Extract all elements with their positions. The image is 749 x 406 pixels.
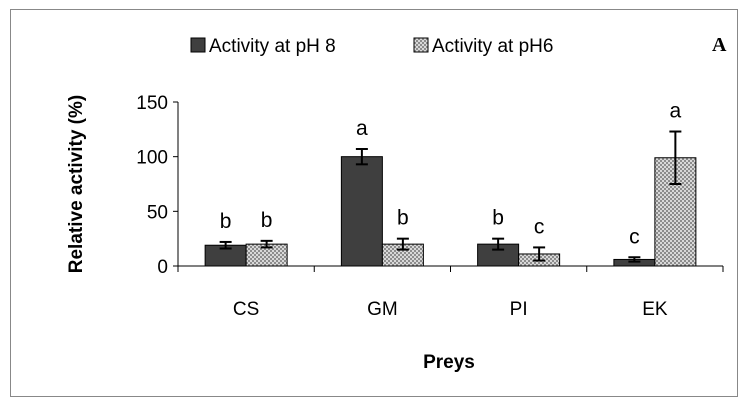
legend-label-ph8: Activity at pH 8 <box>209 36 336 57</box>
y-tick-label: 0 <box>157 257 168 278</box>
y-tick-label: 50 <box>147 202 168 223</box>
legend-label-ph6: Activity at pH6 <box>432 36 553 57</box>
x-axis-title: Preys <box>423 352 475 373</box>
error-bar <box>396 237 409 251</box>
bar-ph8-gm <box>340 156 383 267</box>
bars: b a b c b b c a <box>204 100 697 267</box>
y-tick-label: 100 <box>136 148 168 169</box>
error-bar <box>669 130 682 185</box>
x-tick-label-ek: EK <box>642 299 668 320</box>
x-tick-label-gm: GM <box>367 299 398 320</box>
legend: Activity at pH 8 Activity at pH6 <box>190 36 553 57</box>
legend-swatch-ph6 <box>413 37 429 53</box>
x-ticks: CS GM PI EK <box>177 266 724 320</box>
significance-label: c <box>629 225 640 248</box>
significance-label: b <box>397 207 409 230</box>
significance-label: c <box>534 215 545 238</box>
error-bar <box>492 237 505 251</box>
significance-label: b <box>492 207 504 230</box>
significance-label: a <box>356 117 368 140</box>
y-ticks: 0 50 100 150 <box>136 93 178 278</box>
significance-label: b <box>220 210 232 233</box>
significance-label: b <box>261 209 273 232</box>
error-bar <box>219 240 232 250</box>
error-bar <box>355 148 368 166</box>
significance-label: a <box>670 100 682 123</box>
y-axis-title: Relative activity (%) <box>66 95 87 273</box>
panel-label: A <box>712 34 727 56</box>
legend-swatch-ph8 <box>190 37 206 53</box>
error-bar <box>628 256 641 263</box>
error-bar <box>260 239 273 249</box>
error-bar <box>533 246 546 262</box>
x-tick-label-pi: PI <box>510 299 528 320</box>
x-tick-label-cs: CS <box>233 299 259 320</box>
y-tick-label: 150 <box>136 93 168 114</box>
